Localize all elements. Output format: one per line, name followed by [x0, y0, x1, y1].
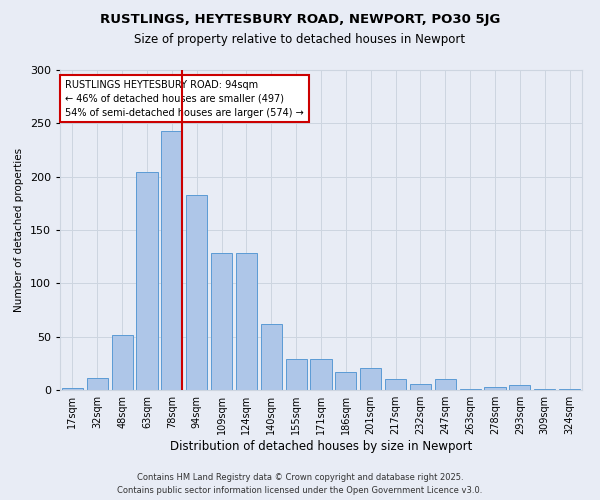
Bar — [310, 359, 332, 390]
Bar — [261, 324, 282, 390]
Bar — [286, 359, 307, 390]
Bar — [112, 334, 133, 390]
Text: Size of property relative to detached houses in Newport: Size of property relative to detached ho… — [134, 32, 466, 46]
Bar — [211, 254, 232, 390]
Bar — [509, 384, 530, 390]
Text: Contains HM Land Registry data © Crown copyright and database right 2025.
Contai: Contains HM Land Registry data © Crown c… — [118, 474, 482, 495]
Bar — [559, 389, 580, 390]
Bar — [460, 389, 481, 390]
Bar — [435, 380, 456, 390]
Y-axis label: Number of detached properties: Number of detached properties — [14, 148, 24, 312]
Bar — [484, 387, 506, 390]
Bar — [87, 378, 108, 390]
Bar — [360, 368, 381, 390]
Text: RUSTLINGS, HEYTESBURY ROAD, NEWPORT, PO30 5JG: RUSTLINGS, HEYTESBURY ROAD, NEWPORT, PO3… — [100, 12, 500, 26]
Bar — [534, 389, 555, 390]
Bar — [62, 388, 83, 390]
Bar — [385, 380, 406, 390]
Bar — [136, 172, 158, 390]
X-axis label: Distribution of detached houses by size in Newport: Distribution of detached houses by size … — [170, 440, 472, 453]
Bar — [161, 131, 182, 390]
Bar — [335, 372, 356, 390]
Text: RUSTLINGS HEYTESBURY ROAD: 94sqm
← 46% of detached houses are smaller (497)
54% : RUSTLINGS HEYTESBURY ROAD: 94sqm ← 46% o… — [65, 80, 304, 118]
Bar — [186, 195, 207, 390]
Bar — [410, 384, 431, 390]
Bar — [236, 254, 257, 390]
